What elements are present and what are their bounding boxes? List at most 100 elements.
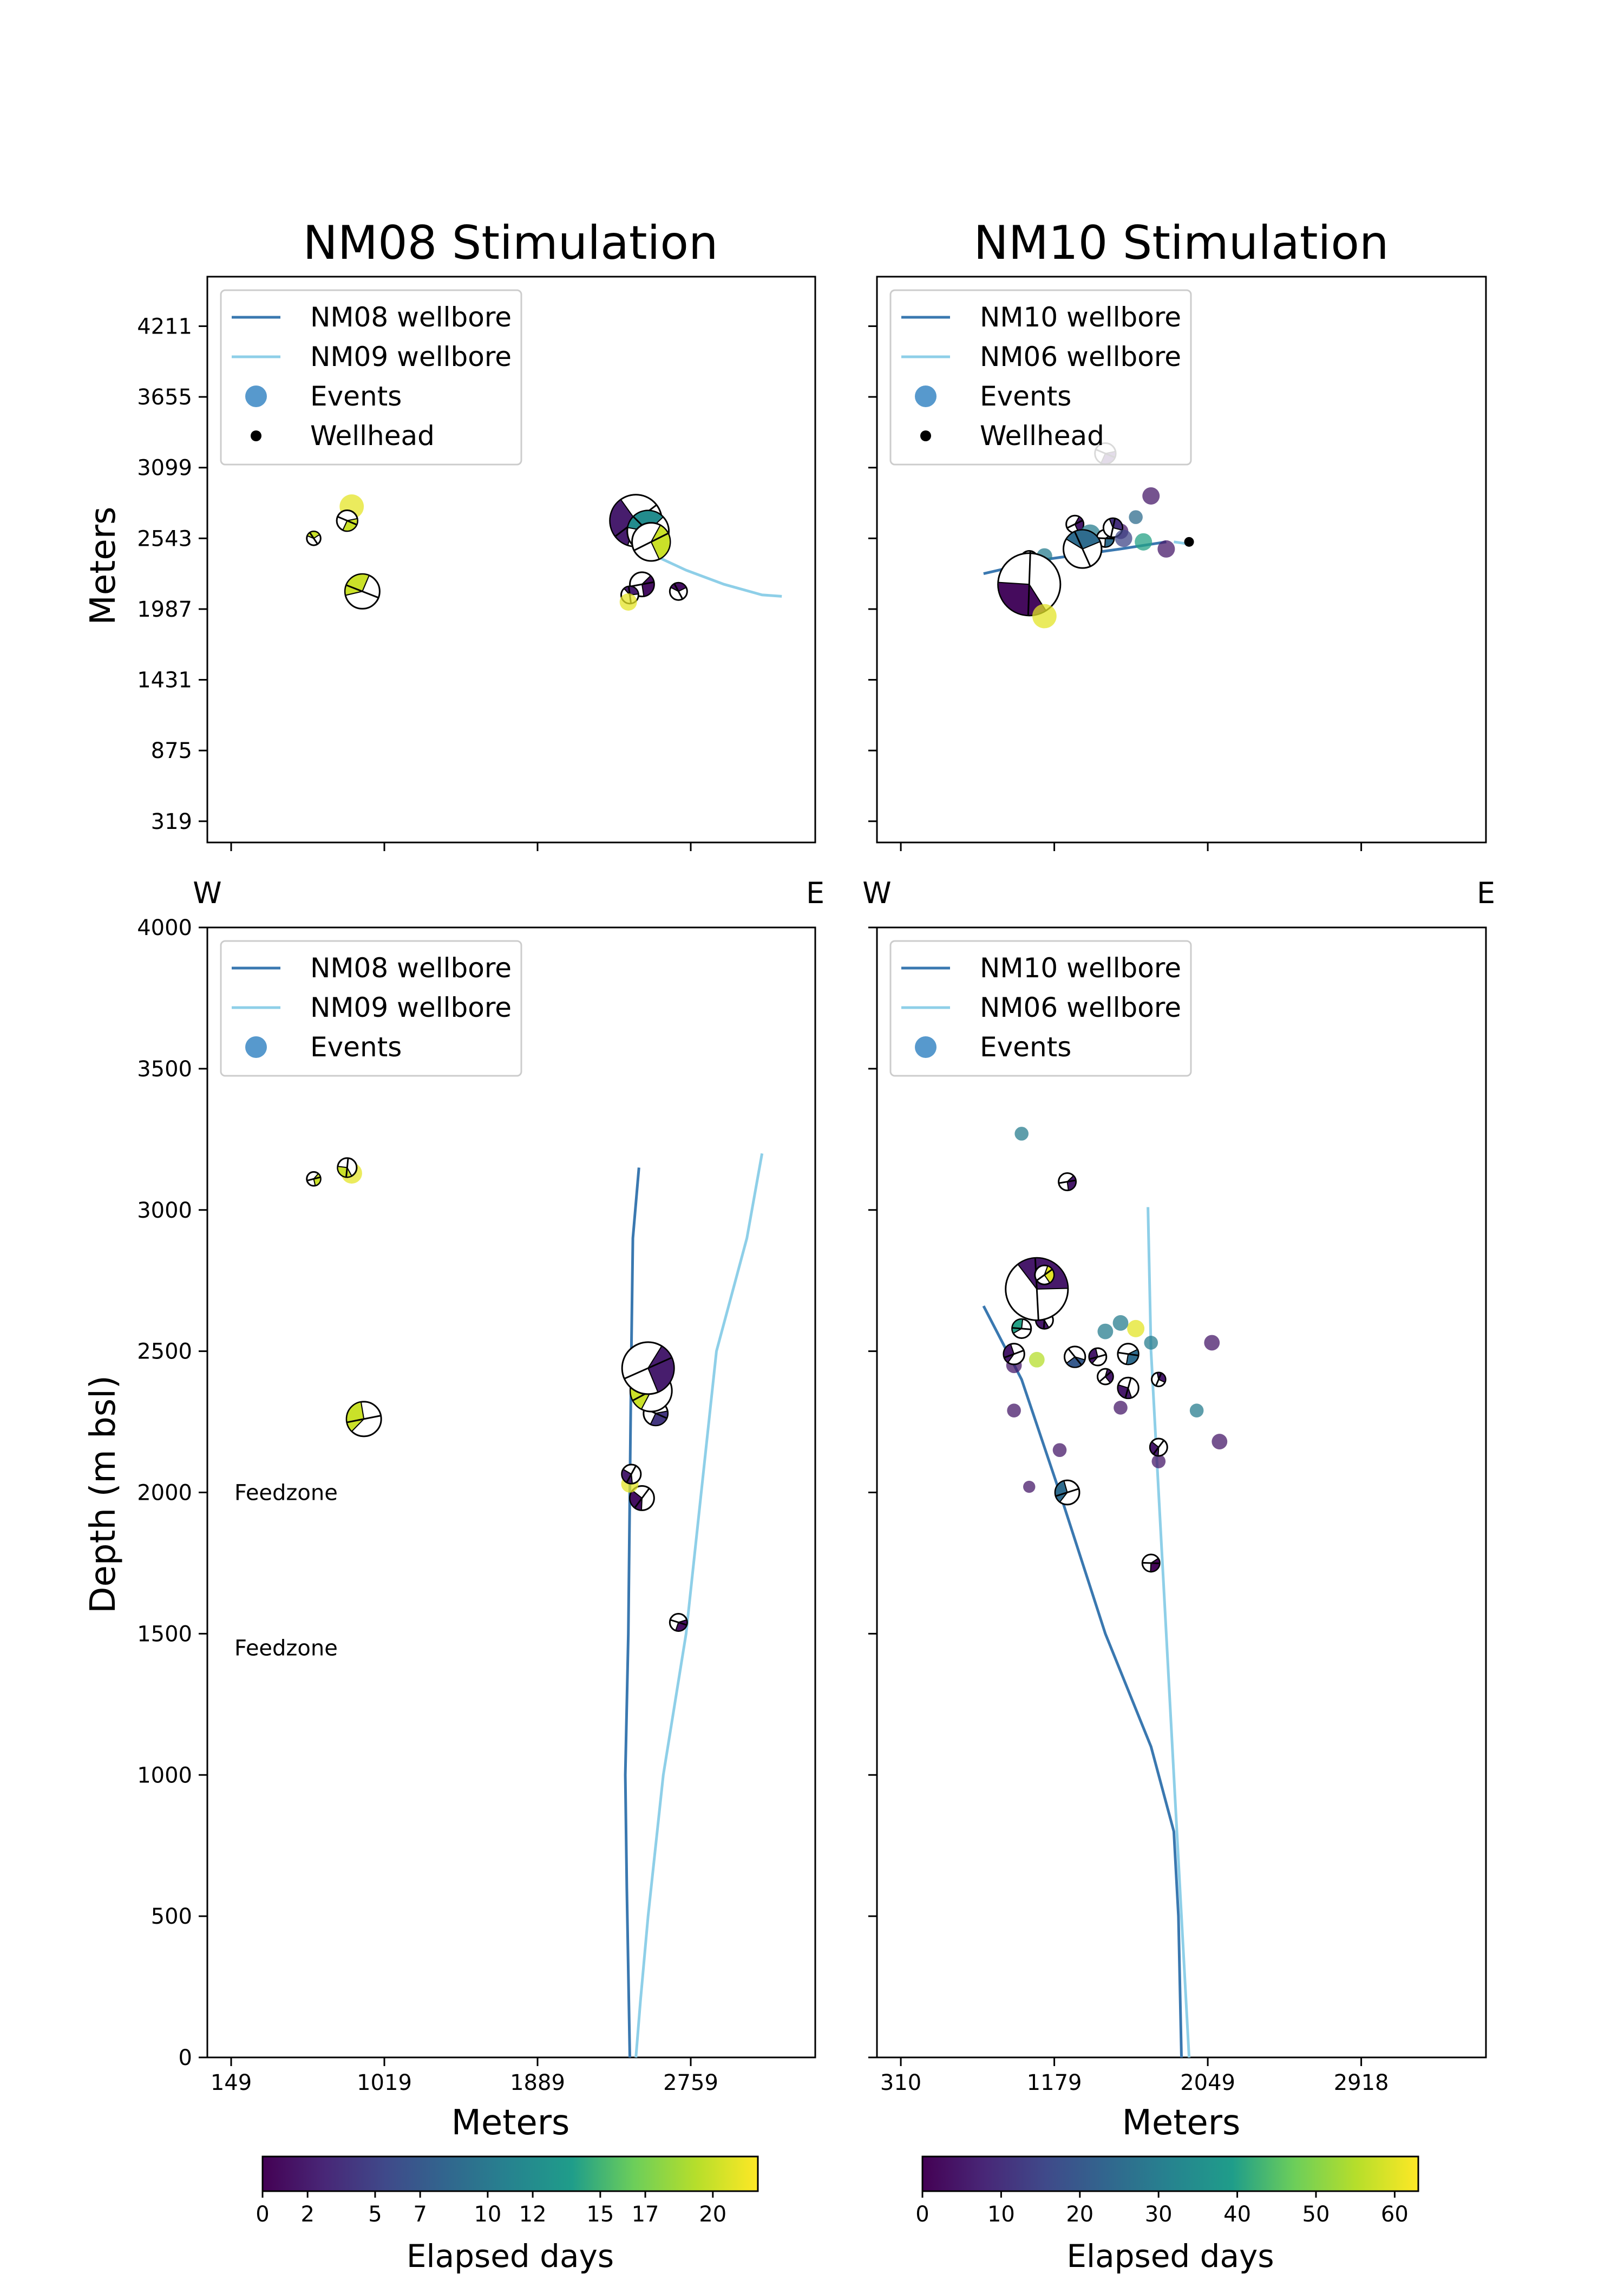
- event-marker: [1204, 1335, 1220, 1351]
- y-tick-label: 3500: [137, 1057, 192, 1082]
- feedzone-label: Feedzone: [234, 1481, 338, 1506]
- colorbar-tick-label: 0: [256, 2202, 269, 2227]
- event-beachball: [1141, 1553, 1161, 1573]
- legend-entry-label: Events: [980, 381, 1071, 412]
- event-marker: [1212, 1434, 1228, 1449]
- legend-entry-label: Events: [310, 381, 402, 412]
- event-beachball: [1005, 1257, 1069, 1321]
- event-marker: [1023, 1480, 1036, 1493]
- legend-entry-label: NM10 wellbore: [980, 302, 1181, 333]
- event-beachball: [336, 509, 358, 532]
- event-beachball: [306, 531, 322, 546]
- y-axis-label-depth: Depth (m bsl): [83, 1375, 123, 1613]
- west-label-right: W: [862, 876, 891, 910]
- colorbar-tick-label: 40: [1223, 2202, 1251, 2227]
- event-beachball: [629, 1485, 655, 1511]
- colorbar-gradient: [261, 2155, 759, 2192]
- event-beachball: [1058, 1172, 1077, 1192]
- x-tick-label: 2049: [1180, 2070, 1235, 2095]
- east-label-left: E: [806, 876, 824, 910]
- legend: NM08 wellbore NM09 wellbore Events Wellhead: [220, 289, 522, 466]
- wellhead-marker: [1184, 537, 1194, 547]
- legend-swatch-event: [245, 385, 267, 407]
- event-marker: [1129, 510, 1143, 524]
- event-beachball: [669, 581, 688, 601]
- event-marker: [1007, 1403, 1021, 1417]
- colorbar-tick-label: 50: [1302, 2202, 1330, 2227]
- colorbar-label: Elapsed days: [1066, 2238, 1274, 2274]
- event-beachball: [1011, 1318, 1032, 1339]
- y-tick-label: 1431: [137, 668, 192, 693]
- event-beachball: [1151, 1371, 1167, 1388]
- y-tick-label: 3000: [137, 1198, 192, 1223]
- colorbar-tick-label: 12: [519, 2202, 547, 2227]
- colorbar-tick-label: 20: [1066, 2202, 1093, 2227]
- y-tick-label: 1000: [137, 1763, 192, 1788]
- colorbar-tick-label: 10: [987, 2202, 1015, 2227]
- event-beachball: [345, 1401, 382, 1437]
- legend: NM10 wellbore NM06 wellbore Events: [889, 940, 1192, 1077]
- y-tick-label: 1987: [137, 597, 192, 622]
- y-tick-label: 4211: [137, 314, 192, 339]
- colorbar-tick-label: 15: [586, 2202, 614, 2227]
- colorbar-tick-label: 60: [1381, 2202, 1409, 2227]
- wellbore-line: [982, 1305, 1183, 2058]
- event-marker: [1014, 1127, 1029, 1141]
- event-beachball: [1034, 1264, 1055, 1285]
- y-tick-label: 2500: [137, 1339, 192, 1364]
- legend-entry-label: NM06 wellbore: [980, 341, 1181, 373]
- colorbar-tick-label: 20: [699, 2202, 726, 2227]
- event-beachball: [1149, 1437, 1168, 1457]
- event-marker: [1151, 1454, 1166, 1468]
- event-marker: [1127, 1319, 1145, 1337]
- event-beachball: [997, 552, 1062, 617]
- event-beachball: [1063, 1345, 1086, 1368]
- legend-entry-label: Events: [980, 1031, 1071, 1063]
- y-tick-label: 2000: [137, 1481, 192, 1506]
- colorbar-label: Elapsed days: [407, 2238, 614, 2274]
- legend-swatch-wellhead: [251, 430, 261, 441]
- event-beachball: [337, 1157, 358, 1178]
- event-marker: [1142, 487, 1160, 505]
- event-beachball: [1088, 1347, 1108, 1367]
- event-beachball: [306, 1171, 322, 1187]
- event-beachball: [1054, 1479, 1081, 1506]
- y-tick-label: 319: [151, 809, 192, 834]
- event-marker: [1144, 1336, 1158, 1350]
- event-beachball: [344, 573, 381, 610]
- panel-title-nm10: NM10 Stimulation: [973, 216, 1389, 270]
- panel-nm08-map: 319 875 1431 1987 2543 3099 3655 4211 NM08 wellb…: [137, 276, 816, 851]
- panel-nm10-map: NM10 wellbore NM06 wellbore Events Wellhead: [868, 276, 1487, 851]
- event-marker: [1157, 540, 1175, 558]
- event-beachball: [669, 1613, 688, 1632]
- legend-entry-label: Wellhead: [980, 420, 1104, 452]
- event-beachball: [621, 1463, 642, 1485]
- event-marker: [1189, 1403, 1204, 1417]
- west-label-left: W: [193, 876, 221, 910]
- legend-swatch-event: [915, 1036, 937, 1058]
- x-axis-label-left: Meters: [451, 2103, 570, 2143]
- legend-entry-label: NM08 wellbore: [310, 302, 512, 333]
- feedzone-label: Feedzone: [234, 1636, 338, 1661]
- legend: NM10 wellbore NM06 wellbore Events Wellhead: [889, 289, 1192, 466]
- y-tick-label: 1500: [137, 1622, 192, 1646]
- event-marker: [1114, 1401, 1128, 1415]
- legend-entry-label: NM08 wellbore: [310, 952, 512, 984]
- x-tick-label: 310: [880, 2070, 921, 2095]
- y-tick-label: 4000: [137, 916, 192, 940]
- legend: NM08 wellbore NM09 wellbore Events: [220, 940, 522, 1077]
- panel-title-nm08: NM08 Stimulation: [303, 216, 718, 270]
- colorbar-tick-label: 2: [300, 2202, 314, 2227]
- colorbar-tick-label: 7: [413, 2202, 427, 2227]
- legend-entry-label: Wellhead: [310, 420, 435, 452]
- colorbar-left: 0 2 5 7 10 12 15 17 20 Elapsed days: [256, 2155, 759, 2274]
- legend-entry-label: NM06 wellbore: [980, 992, 1181, 1023]
- axes-frame: [206, 276, 816, 844]
- event-marker: [1112, 1315, 1129, 1331]
- event-beachball: [1117, 1343, 1140, 1365]
- legend-swatch-event: [915, 385, 937, 407]
- x-tick-label: 149: [211, 2070, 252, 2095]
- axes-frame: [876, 276, 1487, 844]
- colorbar-right: 0 10 20 30 40 50 60 Elapsed days: [915, 2155, 1419, 2274]
- legend-entry-label: NM10 wellbore: [980, 952, 1181, 984]
